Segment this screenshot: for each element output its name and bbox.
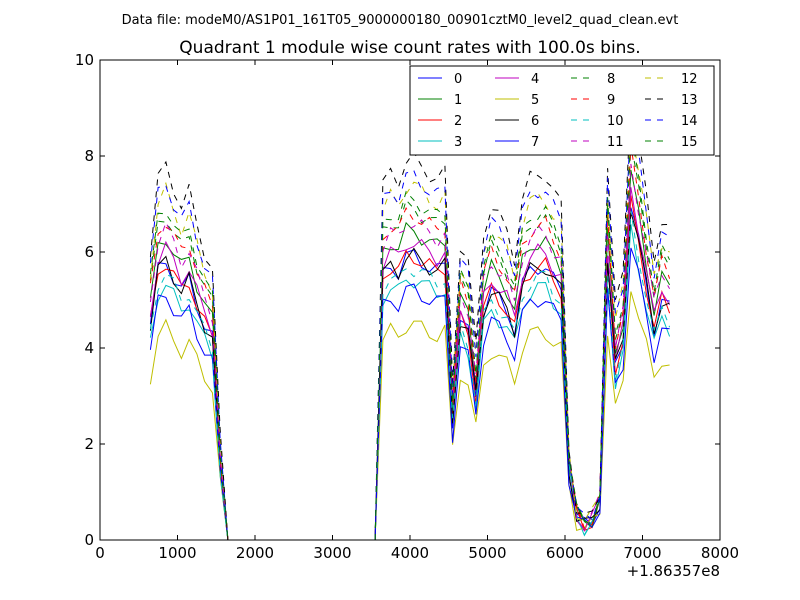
- series-11-line: [149, 221, 229, 541]
- legend-label-0: 0: [454, 72, 462, 87]
- y-tick-label: 10: [75, 51, 94, 69]
- x-tick-label: 2000: [236, 544, 274, 562]
- series-5-line: [374, 291, 670, 541]
- legend-label-2: 2: [454, 114, 462, 129]
- figure-suptitle: Data file: modeM0/AS1P01_161T05_90000001…: [122, 13, 679, 28]
- series-10-line: [149, 273, 229, 541]
- legend-box: [409, 65, 715, 156]
- x-tick-label: 5000: [468, 544, 506, 562]
- x-axis-offset-label: +1.86357e8: [627, 562, 720, 580]
- series-11-line: [374, 163, 671, 541]
- y-tick-label: 8: [84, 147, 94, 165]
- series-9-line: [149, 226, 229, 541]
- x-tick-label: 3000: [313, 544, 351, 562]
- chart-title: Quadrant 1 module wise count rates with …: [179, 38, 640, 58]
- legend-label-1: 1: [454, 93, 462, 108]
- x-tick-label: 6000: [546, 544, 584, 562]
- legend-label-13: 13: [681, 93, 698, 108]
- y-tick-label: 2: [84, 435, 94, 453]
- x-tick-label: 7000: [623, 544, 661, 562]
- series-14-line: [149, 185, 229, 541]
- legend-label-7: 7: [531, 135, 539, 150]
- x-tick-label: 8000: [701, 544, 739, 562]
- legend-label-14: 14: [681, 114, 698, 129]
- x-tick-label: 4000: [391, 544, 429, 562]
- series-12-line: [149, 181, 229, 541]
- series-7-line: [374, 247, 670, 541]
- series-15-line: [374, 132, 671, 541]
- legend-label-11: 11: [607, 135, 624, 150]
- y-tick-label: 6: [84, 243, 94, 261]
- legend-label-4: 4: [531, 72, 539, 87]
- legend-label-8: 8: [607, 72, 615, 87]
- series-14-line: [374, 113, 670, 541]
- series-9-line: [374, 145, 671, 541]
- legend-label-9: 9: [607, 93, 615, 108]
- legend-label-10: 10: [607, 114, 624, 129]
- x-tick-label: 1000: [158, 544, 196, 562]
- series-6-line: [374, 212, 670, 541]
- series-8-line: [374, 142, 671, 541]
- series-13-line: [149, 160, 229, 541]
- series-6-line: [149, 255, 229, 541]
- legend-label-12: 12: [681, 72, 698, 87]
- legend-label-6: 6: [531, 114, 539, 129]
- plot-lines: [149, 98, 671, 541]
- legend-label-15: 15: [681, 135, 698, 150]
- x-axis: 0 1000 2000 3000 4000 5000 6000 7000 8000: [95, 60, 739, 562]
- y-tick-label: 0: [84, 531, 94, 549]
- series-15-line: [149, 212, 229, 541]
- series-10-line: [374, 210, 671, 541]
- y-tick-label: 4: [84, 339, 94, 357]
- legend-label-5: 5: [531, 93, 539, 108]
- x-tick-label: 0: [95, 544, 105, 562]
- legend-label-3: 3: [454, 135, 462, 150]
- series-4-line: [374, 187, 671, 541]
- series-5-line: [149, 318, 229, 541]
